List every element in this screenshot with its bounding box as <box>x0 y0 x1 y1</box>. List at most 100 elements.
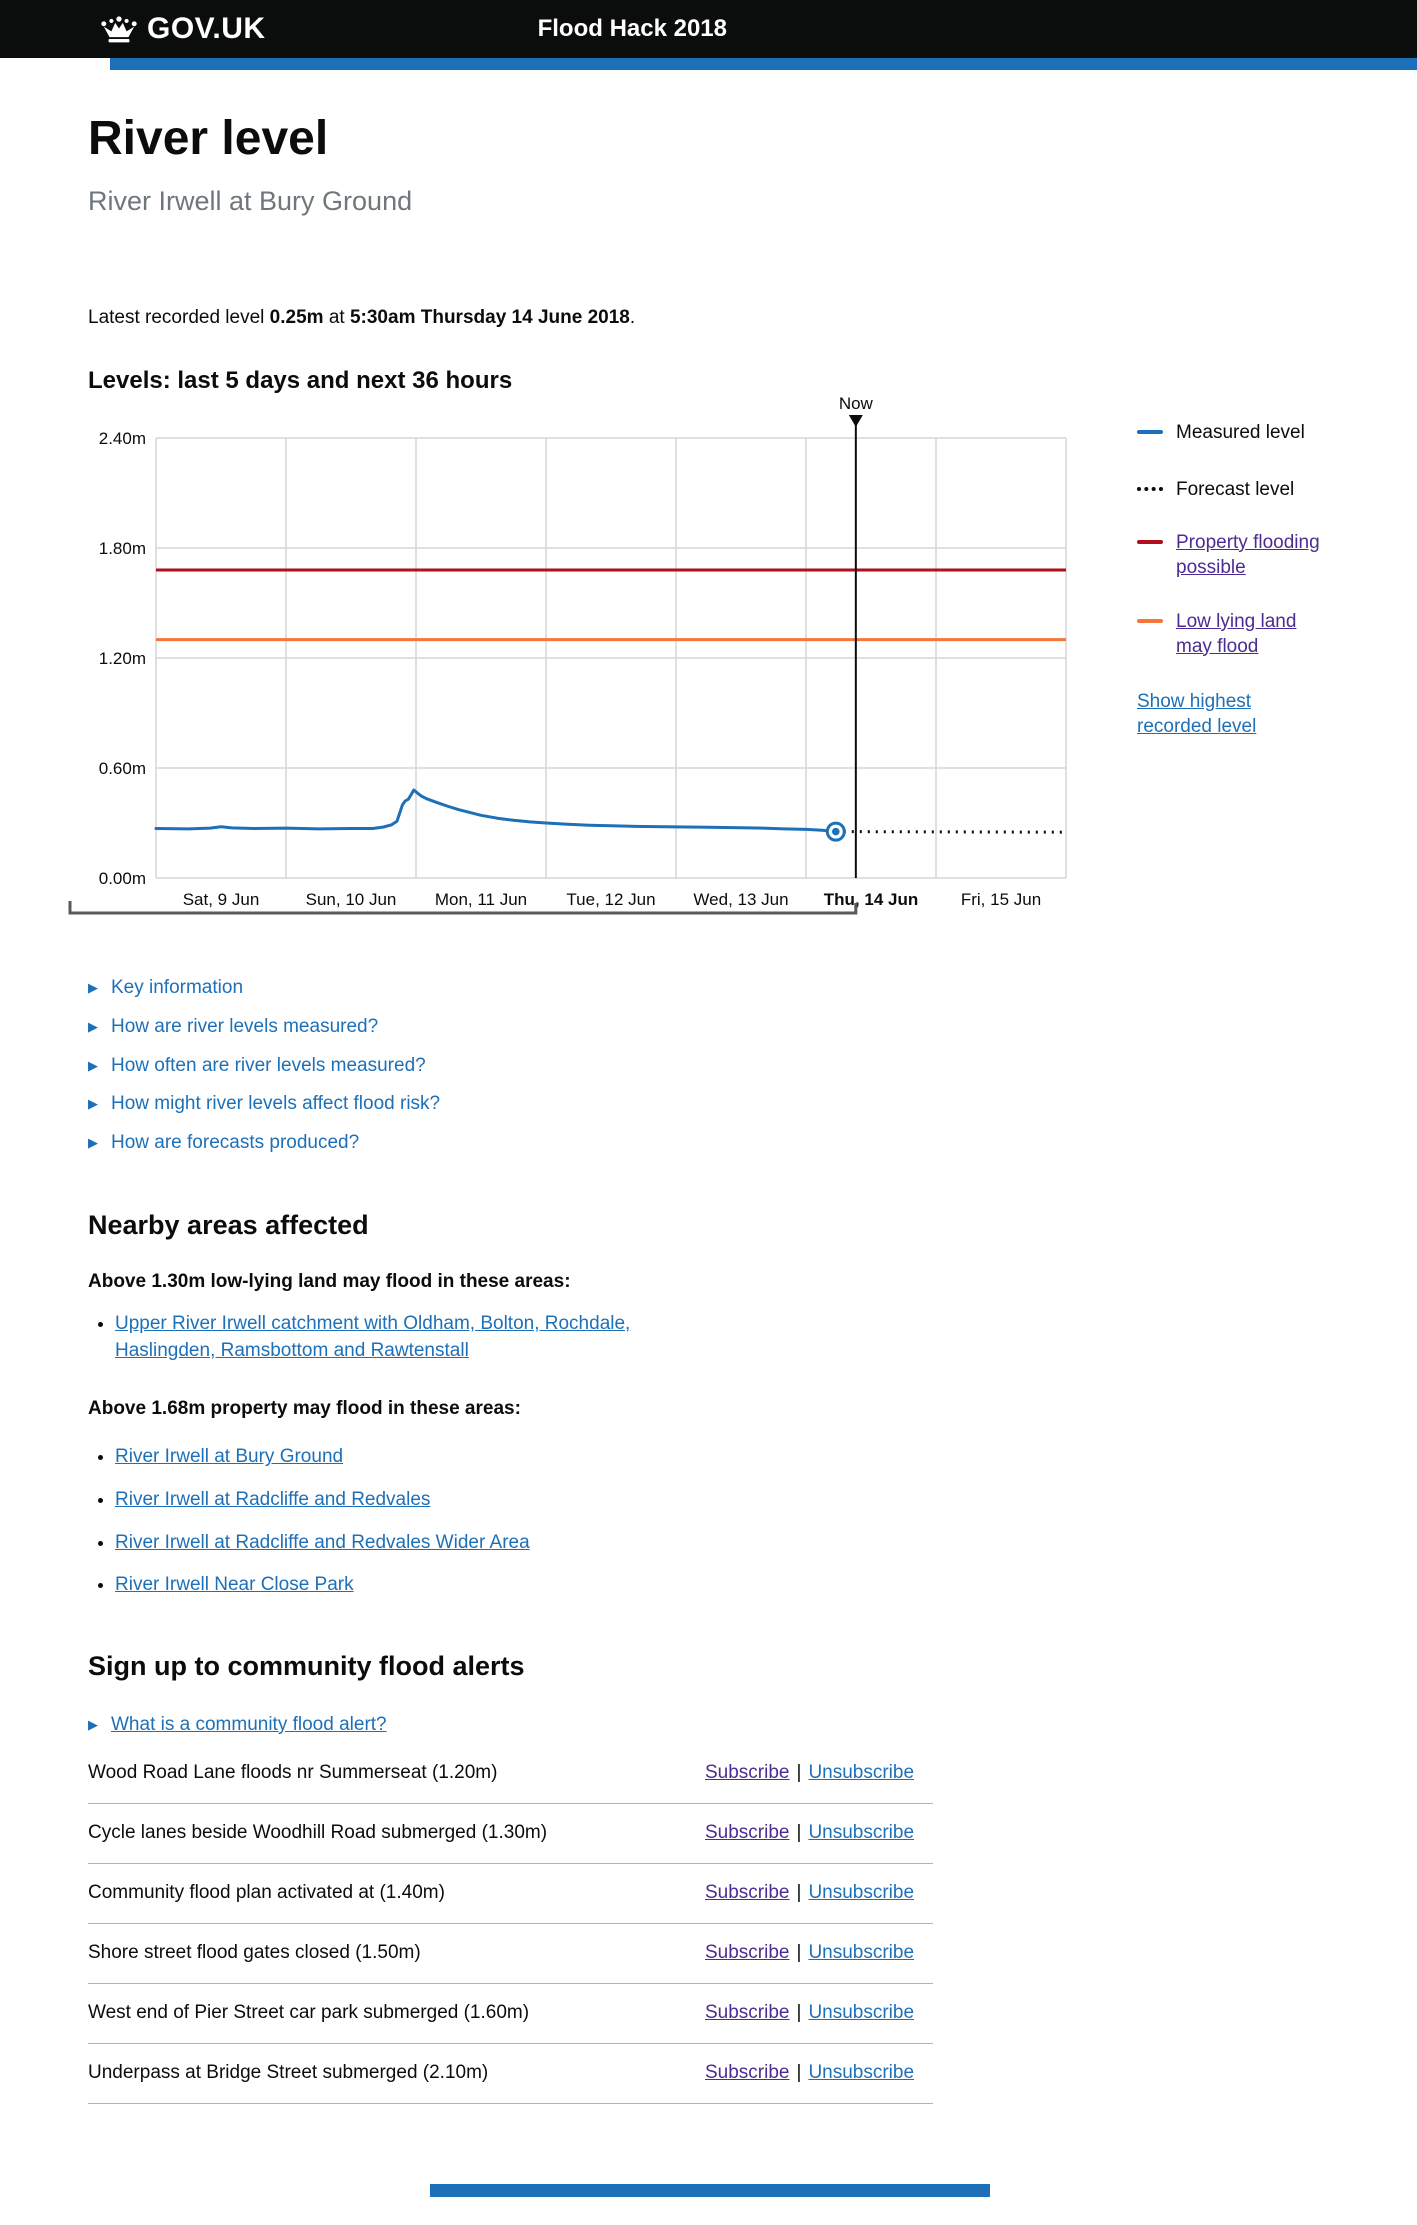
alert-name: Shore street flood gates closed (1.50m) <box>88 1942 421 1964</box>
main-content: River level River Irwell at Bury Ground … <box>0 114 1417 2104</box>
chart-now-marker: Now <box>839 395 874 878</box>
alert-name: Cycle lanes beside Woodhill Road submerg… <box>88 1822 548 1844</box>
details-flood-risk[interactable]: ▶ How might river levels affect flood ris… <box>88 1093 441 1115</box>
list-item: River Irwell at Bury Ground <box>115 1444 1417 1471</box>
disclosure-triangle-icon: ▶ <box>88 1018 98 1034</box>
details-how-often-measured[interactable]: ▶ How often are river levels measured? <box>88 1054 426 1076</box>
chart-threshold-lines <box>156 568 1066 642</box>
low-lying-threshold-swatch <box>1137 618 1163 623</box>
subscribe-link[interactable]: Subscribe <box>705 1822 790 1844</box>
govuk-header: GOV.UK Flood Hack 2018 <box>0 0 1417 58</box>
table-row: West end of Pier Street car park submerg… <box>88 1984 933 2044</box>
alert-name: Underpass at Bridge Street submerged (2.… <box>88 2062 489 2084</box>
legend-measured: Measured level <box>1137 421 1328 446</box>
svg-text:1.20m: 1.20m <box>99 649 146 668</box>
details-what-is-alert[interactable]: ▶ What is a community flood alert? <box>88 1714 1417 1736</box>
subscribe-link[interactable]: Subscribe <box>705 1882 790 1904</box>
river-level-chart: Now 0.00m 0.60m 1.20m 1.80m 2.40m Sat, 9 Jun S… <box>0 395 1417 947</box>
svg-text:Sun, 10 Jun: Sun, 10 Jun <box>306 890 397 909</box>
govuk-logo[interactable]: GOV.UK <box>100 12 266 46</box>
legend-forecast: Forecast level <box>1137 478 1328 503</box>
property-threshold-swatch <box>1137 539 1163 544</box>
page-title: River level <box>88 112 329 165</box>
area-link-radcliffe-wider[interactable]: River Irwell at Radcliffe and Redvales W… <box>115 1531 530 1553</box>
subscribe-link[interactable]: Subscribe <box>705 2002 790 2024</box>
area-link-upper-irwell[interactable]: Upper River Irwell catchment with Oldham… <box>115 1313 631 1361</box>
unsubscribe-link[interactable]: Unsubscribe <box>808 1942 915 1964</box>
svg-text:Thu, 14 Jun: Thu, 14 Jun <box>824 890 918 909</box>
table-row: Underpass at Bridge Street submerged (2.… <box>88 2044 933 2104</box>
svg-text:0.60m: 0.60m <box>99 759 146 778</box>
svg-text:2.40m: 2.40m <box>99 429 146 448</box>
details-key-information[interactable]: ▶ Key information <box>88 976 244 998</box>
nearby-areas-heading: Nearby areas affected <box>88 1210 369 1241</box>
forecast-line-swatch <box>1137 486 1163 491</box>
low-lying-intro: Above 1.30m low-lying land may flood in … <box>88 1271 571 1293</box>
chart-heading: Levels: last 5 days and next 36 hours <box>88 366 513 394</box>
details-forecasts-produced[interactable]: ▶ How are forecasts produced? <box>88 1132 360 1154</box>
what-is-alert-link[interactable]: What is a community flood alert? <box>111 1713 387 1735</box>
svg-text:Mon, 11 Jun: Mon, 11 Jun <box>435 890 527 909</box>
unsubscribe-link[interactable]: Unsubscribe <box>808 2002 915 2024</box>
svg-text:0.00m: 0.00m <box>99 869 146 888</box>
flood-alerts-table: Wood Road Lane floods nr Summerseat (1.2… <box>88 1744 933 2104</box>
property-flood-intro: Above 1.68m property may flood in these … <box>88 1398 521 1420</box>
chart-series-lines <box>154 788 1067 834</box>
disclosure-triangle-icon: ▶ <box>88 1135 98 1151</box>
area-link-bury-ground[interactable]: River Irwell at Bury Ground <box>115 1446 344 1468</box>
chart-canvas: Now 0.00m 0.60m 1.20m 1.80m 2.40m Sat, 9 Jun S… <box>68 395 1067 915</box>
chart-measured-range-bracket[interactable] <box>68 900 858 915</box>
latest-level-time: 5:30am Thursday 14 June 2018 <box>349 306 630 328</box>
table-row: Shore street flood gates closed (1.50m) … <box>88 1924 933 1984</box>
info-disclosure-list: ▶ Key information ▶ How are river levels m… <box>88 977 1417 1154</box>
area-link-radcliffe-redvales[interactable]: River Irwell at Radcliffe and Redvales <box>115 1488 431 1510</box>
list-item: River Irwell Near Close Park <box>115 1572 1417 1599</box>
property-areas-list: River Irwell at Bury Ground River Irwell… <box>88 1444 1417 1598</box>
area-link-close-park[interactable]: River Irwell Near Close Park <box>115 1574 354 1596</box>
list-item: River Irwell at Radcliffe and Redvales <box>115 1487 1417 1514</box>
svg-text:Tue, 12 Jun: Tue, 12 Jun <box>566 890 655 909</box>
svg-text:Sat, 9 Jun: Sat, 9 Jun <box>183 890 260 909</box>
chart-gridlines <box>155 437 1067 879</box>
property-flooding-link[interactable]: Property flooding possible <box>1176 531 1320 578</box>
measured-line-swatch <box>1137 429 1163 434</box>
unsubscribe-link[interactable]: Unsubscribe <box>808 1822 915 1844</box>
alert-name: Wood Road Lane floods nr Summerseat (1.2… <box>88 1762 498 1784</box>
alerts-heading: Sign up to community flood alerts <box>88 1650 525 1681</box>
low-lying-land-link[interactable]: Low lying land may flood <box>1176 610 1297 657</box>
show-highest-recorded-link[interactable]: Show highest recorded level <box>1137 690 1257 737</box>
table-row: Community flood plan activated at (1.40m… <box>88 1864 933 1924</box>
alert-name: West end of Pier Street car park submerg… <box>88 2002 530 2024</box>
low-lying-areas-list: Upper River Irwell catchment with Oldham… <box>88 1311 1417 1364</box>
disclosure-triangle-icon: ▶ <box>88 1716 98 1732</box>
crown-icon <box>100 14 138 45</box>
disclosure-triangle-icon: ▶ <box>88 1057 98 1073</box>
legend-property-flooding: Property flooding possible <box>1137 531 1328 580</box>
bottom-bar <box>430 2183 990 2197</box>
govuk-logo-text: GOV.UK <box>147 12 266 45</box>
page-subtitle: River Irwell at Bury Ground <box>88 185 413 216</box>
legend-measured-label: Measured level <box>1176 421 1305 443</box>
subscribe-link[interactable]: Subscribe <box>705 2062 790 2084</box>
unsubscribe-link[interactable]: Unsubscribe <box>808 2062 915 2084</box>
subscribe-link[interactable]: Subscribe <box>705 1762 790 1784</box>
header-divider <box>110 58 1417 70</box>
chart-axis-labels: 0.00m 0.60m 1.20m 1.80m 2.40m Sat, 9 Jun Sun, … <box>99 429 1041 909</box>
svg-text:Now: Now <box>839 395 874 413</box>
latest-level-statement: Latest recorded level 0.25m at 5:30am Th… <box>88 306 636 328</box>
disclosure-triangle-icon: ▶ <box>88 979 98 995</box>
svg-text:1.80m: 1.80m <box>99 539 146 558</box>
latest-level-value: 0.25m <box>269 306 324 328</box>
unsubscribe-link[interactable]: Unsubscribe <box>808 1762 915 1784</box>
latest-prefix: Latest recorded level <box>88 306 265 328</box>
latest-connector: at <box>328 306 345 328</box>
subscribe-link[interactable]: Subscribe <box>705 1942 790 1964</box>
table-row: Wood Road Lane floods nr Summerseat (1.2… <box>88 1744 933 1804</box>
unsubscribe-link[interactable]: Unsubscribe <box>808 1882 915 1904</box>
details-how-measured[interactable]: ▶ How are river levels measured? <box>88 1015 379 1037</box>
service-name[interactable]: Flood Hack 2018 <box>537 15 728 42</box>
svg-text:Wed, 13 Jun: Wed, 13 Jun <box>693 890 788 909</box>
disclosure-triangle-icon: ▶ <box>88 1096 98 1112</box>
list-item: Upper River Irwell catchment with Oldham… <box>115 1311 700 1364</box>
legend-low-lying: Low lying land may flood <box>1137 610 1328 659</box>
